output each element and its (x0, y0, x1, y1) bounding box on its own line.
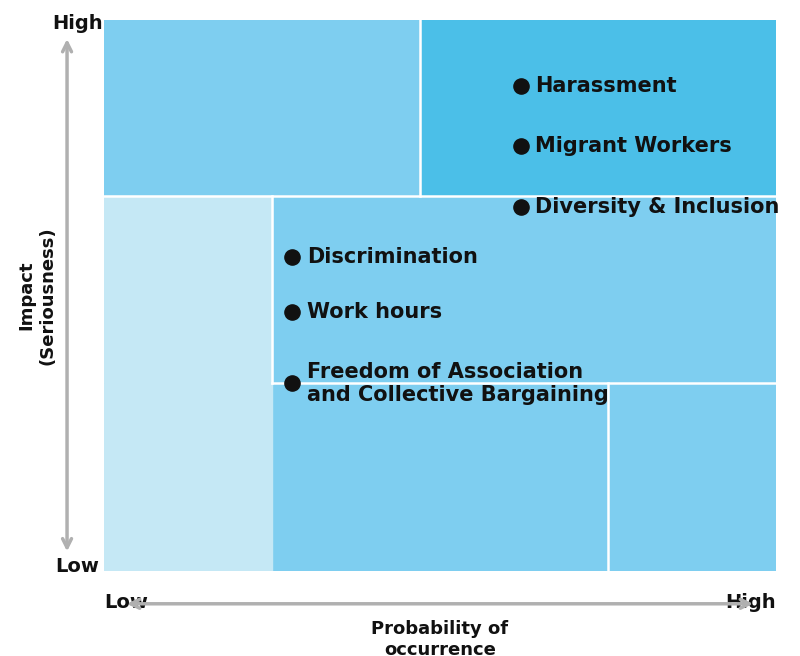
Text: Freedom of Association
and Collective Bargaining: Freedom of Association and Collective Ba… (307, 361, 609, 405)
Bar (272, 383, 776, 571)
Text: Work hours: Work hours (307, 302, 442, 321)
Point (514, 141, 527, 152)
Text: Low: Low (104, 593, 148, 612)
Text: Migrant Workers: Migrant Workers (535, 136, 732, 156)
Point (286, 306, 298, 317)
Text: Impact
(Seriousness): Impact (Seriousness) (18, 226, 56, 365)
Bar (104, 196, 272, 383)
Point (286, 378, 298, 388)
Point (514, 81, 527, 91)
Text: High: High (726, 593, 776, 612)
Text: Harassment: Harassment (535, 76, 677, 96)
Point (286, 251, 298, 262)
Bar (104, 383, 272, 571)
Bar (104, 196, 776, 383)
Text: Low: Low (55, 557, 99, 576)
Text: Diversity & Inclusion: Diversity & Inclusion (535, 197, 780, 217)
Point (514, 202, 527, 213)
Text: High: High (52, 14, 102, 33)
Text: Probability of
occurrence: Probability of occurrence (371, 621, 509, 656)
Bar (104, 20, 420, 196)
Text: Discrimination: Discrimination (307, 247, 478, 266)
Bar (104, 20, 776, 196)
